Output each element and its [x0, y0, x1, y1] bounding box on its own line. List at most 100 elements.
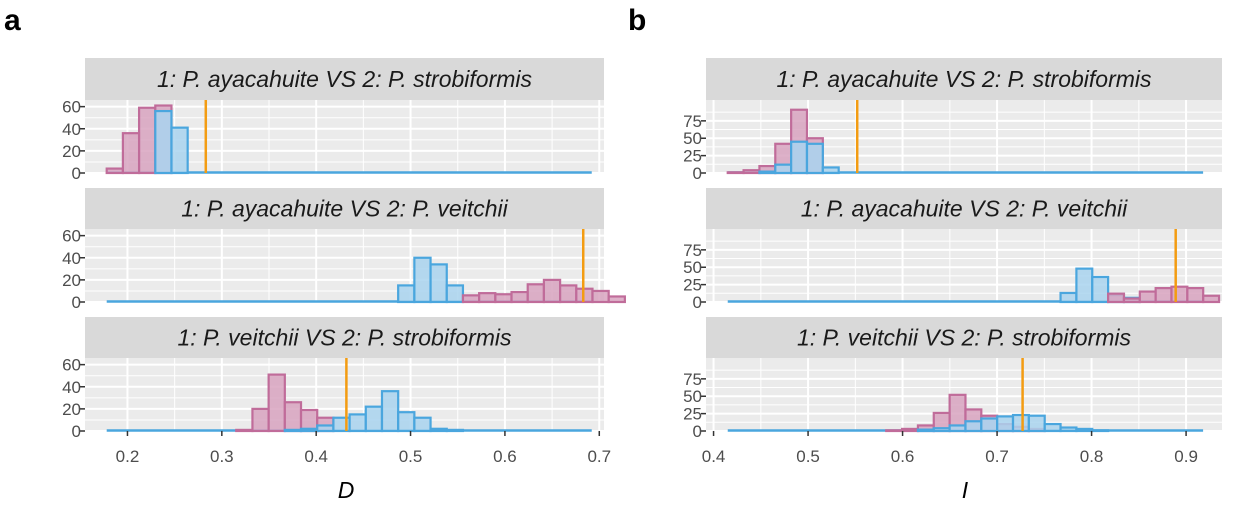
y-tick-label: 0 [693, 293, 702, 312]
histogram-bar [742, 169, 761, 175]
series-background [758, 140, 840, 175]
histogram-bar [283, 428, 303, 433]
facet-title: 1: P. ayacahuite VS 2: P. strobiformis [157, 66, 533, 92]
series-background [916, 413, 1110, 433]
y-tick-label: 20 [62, 142, 81, 161]
x-tick-label: 0.5 [399, 447, 423, 466]
histogram-bar [397, 284, 416, 304]
histogram-bar [299, 427, 319, 433]
histogram-bar [758, 170, 777, 175]
facet-b-3: 1: P. veitchii VS 2: P. strobiformis 0255… [683, 317, 1222, 441]
y-tick-label: 75 [683, 112, 702, 131]
x-tick-label: 0.4 [304, 447, 328, 466]
y-tick-label: 40 [62, 378, 81, 397]
x-tick-label: 0.9 [1174, 447, 1198, 466]
series-background [397, 256, 465, 304]
histogram-bar [1091, 429, 1110, 433]
histogram-bar [591, 289, 610, 304]
histogram-bar [510, 290, 529, 304]
histogram-bar [413, 256, 432, 304]
histogram-bar [397, 411, 416, 433]
histogram-bar [283, 401, 303, 433]
histogram-bar [316, 424, 335, 433]
facet-b-1: 1: P. ayacahuite VS 2: P. strobiformis 02… [683, 58, 1222, 183]
x-axis-title: D [338, 477, 355, 503]
y-tick-label: 0 [72, 293, 81, 312]
facet-a-1: 1: P. ayacahuite VS 2: P. strobiformis 0 2… [62, 58, 604, 183]
histogram-bar [413, 416, 432, 433]
histogram-bar [726, 171, 745, 175]
x-axis-title: I [962, 477, 969, 503]
histogram-bar [267, 373, 286, 433]
histogram-bar [478, 292, 497, 304]
histogram-bar [364, 405, 384, 433]
histogram-bar [526, 283, 546, 304]
facet-title: 1: P. ayacahuite VS 2: P. veitchii [181, 196, 508, 222]
histogram-bar [916, 428, 935, 433]
histogram-bar [105, 167, 124, 175]
histogram-bar [932, 427, 951, 433]
histogram-bar [1107, 292, 1126, 304]
plot-background [85, 229, 604, 302]
facet-strip [706, 188, 1222, 229]
facet-strip [85, 58, 604, 100]
histogram-bar [494, 293, 513, 304]
facet-a-3: 1: P. veitchii VS 2: P. strobiformis 0 20 4… [62, 317, 604, 441]
histogram-bar [1027, 414, 1046, 433]
y-tick-label: 60 [62, 227, 81, 246]
histogram-bar [1186, 286, 1205, 304]
x-tick-label: 0.5 [796, 447, 820, 466]
y-tick-label: 25 [683, 276, 702, 295]
histogram-bar [461, 294, 481, 304]
x-tick-label: 0.3 [210, 447, 234, 466]
facet-a-2: 1: P. ayacahuite VS 2: P. veitchii 0 20 40 6… [62, 188, 626, 312]
histogram-bar [1122, 297, 1141, 304]
histogram-bar [607, 295, 626, 304]
histogram-bar [121, 132, 141, 175]
facet-strip [85, 188, 604, 229]
histogram-bar [885, 429, 904, 433]
panel-letter-b: b [628, 4, 646, 37]
x-tick-label: 0.6 [891, 447, 915, 466]
histogram-bar [1202, 294, 1221, 304]
facet-strip [706, 317, 1222, 358]
y-tick-label: 40 [62, 120, 81, 139]
series-identity [461, 278, 626, 304]
y-tick-label: 50 [683, 129, 702, 148]
x-tick-label: 0.2 [116, 447, 140, 466]
histogram-bar [821, 166, 840, 175]
histogram-bar [429, 263, 448, 304]
y-tick-label: 50 [683, 387, 702, 406]
chart-panel-a: 1: P. ayacahuite VS 2: P. strobiformis 0 2… [62, 58, 626, 503]
series-identity [235, 373, 335, 433]
histogram-bar [445, 284, 465, 304]
histogram-bar [251, 407, 270, 433]
y-tick-label: 20 [62, 271, 81, 290]
y-tick-label: 0 [693, 422, 702, 441]
panel-letter-a: a [4, 4, 21, 37]
facet-title: 1: P. veitchii VS 2: P. strobiformis [797, 325, 1132, 351]
y-tick-label: 75 [683, 370, 702, 389]
y-tick-label: 60 [62, 356, 81, 375]
facet-title: 1: P. ayacahuite VS 2: P. strobiformis [776, 66, 1152, 92]
x-tick-label: 0.6 [493, 447, 517, 466]
histogram-bar [137, 106, 157, 175]
series-background [1059, 267, 1141, 304]
series-background [154, 109, 189, 175]
histogram-bar [1043, 422, 1062, 433]
y-tick-label: 20 [62, 400, 81, 419]
x-tick-label: 0.4 [702, 447, 726, 466]
histogram-bar [1075, 427, 1094, 433]
y-tick-label: 25 [683, 147, 702, 166]
histogram-bar [1170, 285, 1189, 304]
histogram-bar [996, 415, 1015, 433]
histogram-bar [1091, 275, 1110, 304]
histogram-bar [542, 278, 562, 304]
histogram-bar [790, 140, 809, 175]
histogram-bar [235, 428, 254, 433]
histogram-bar [1059, 291, 1078, 304]
chart-panel-b: 1: P. ayacahuite VS 2: P. strobiformis02… [683, 58, 1222, 503]
histogram-bar [774, 163, 793, 175]
y-tick-label: 0 [72, 422, 81, 441]
